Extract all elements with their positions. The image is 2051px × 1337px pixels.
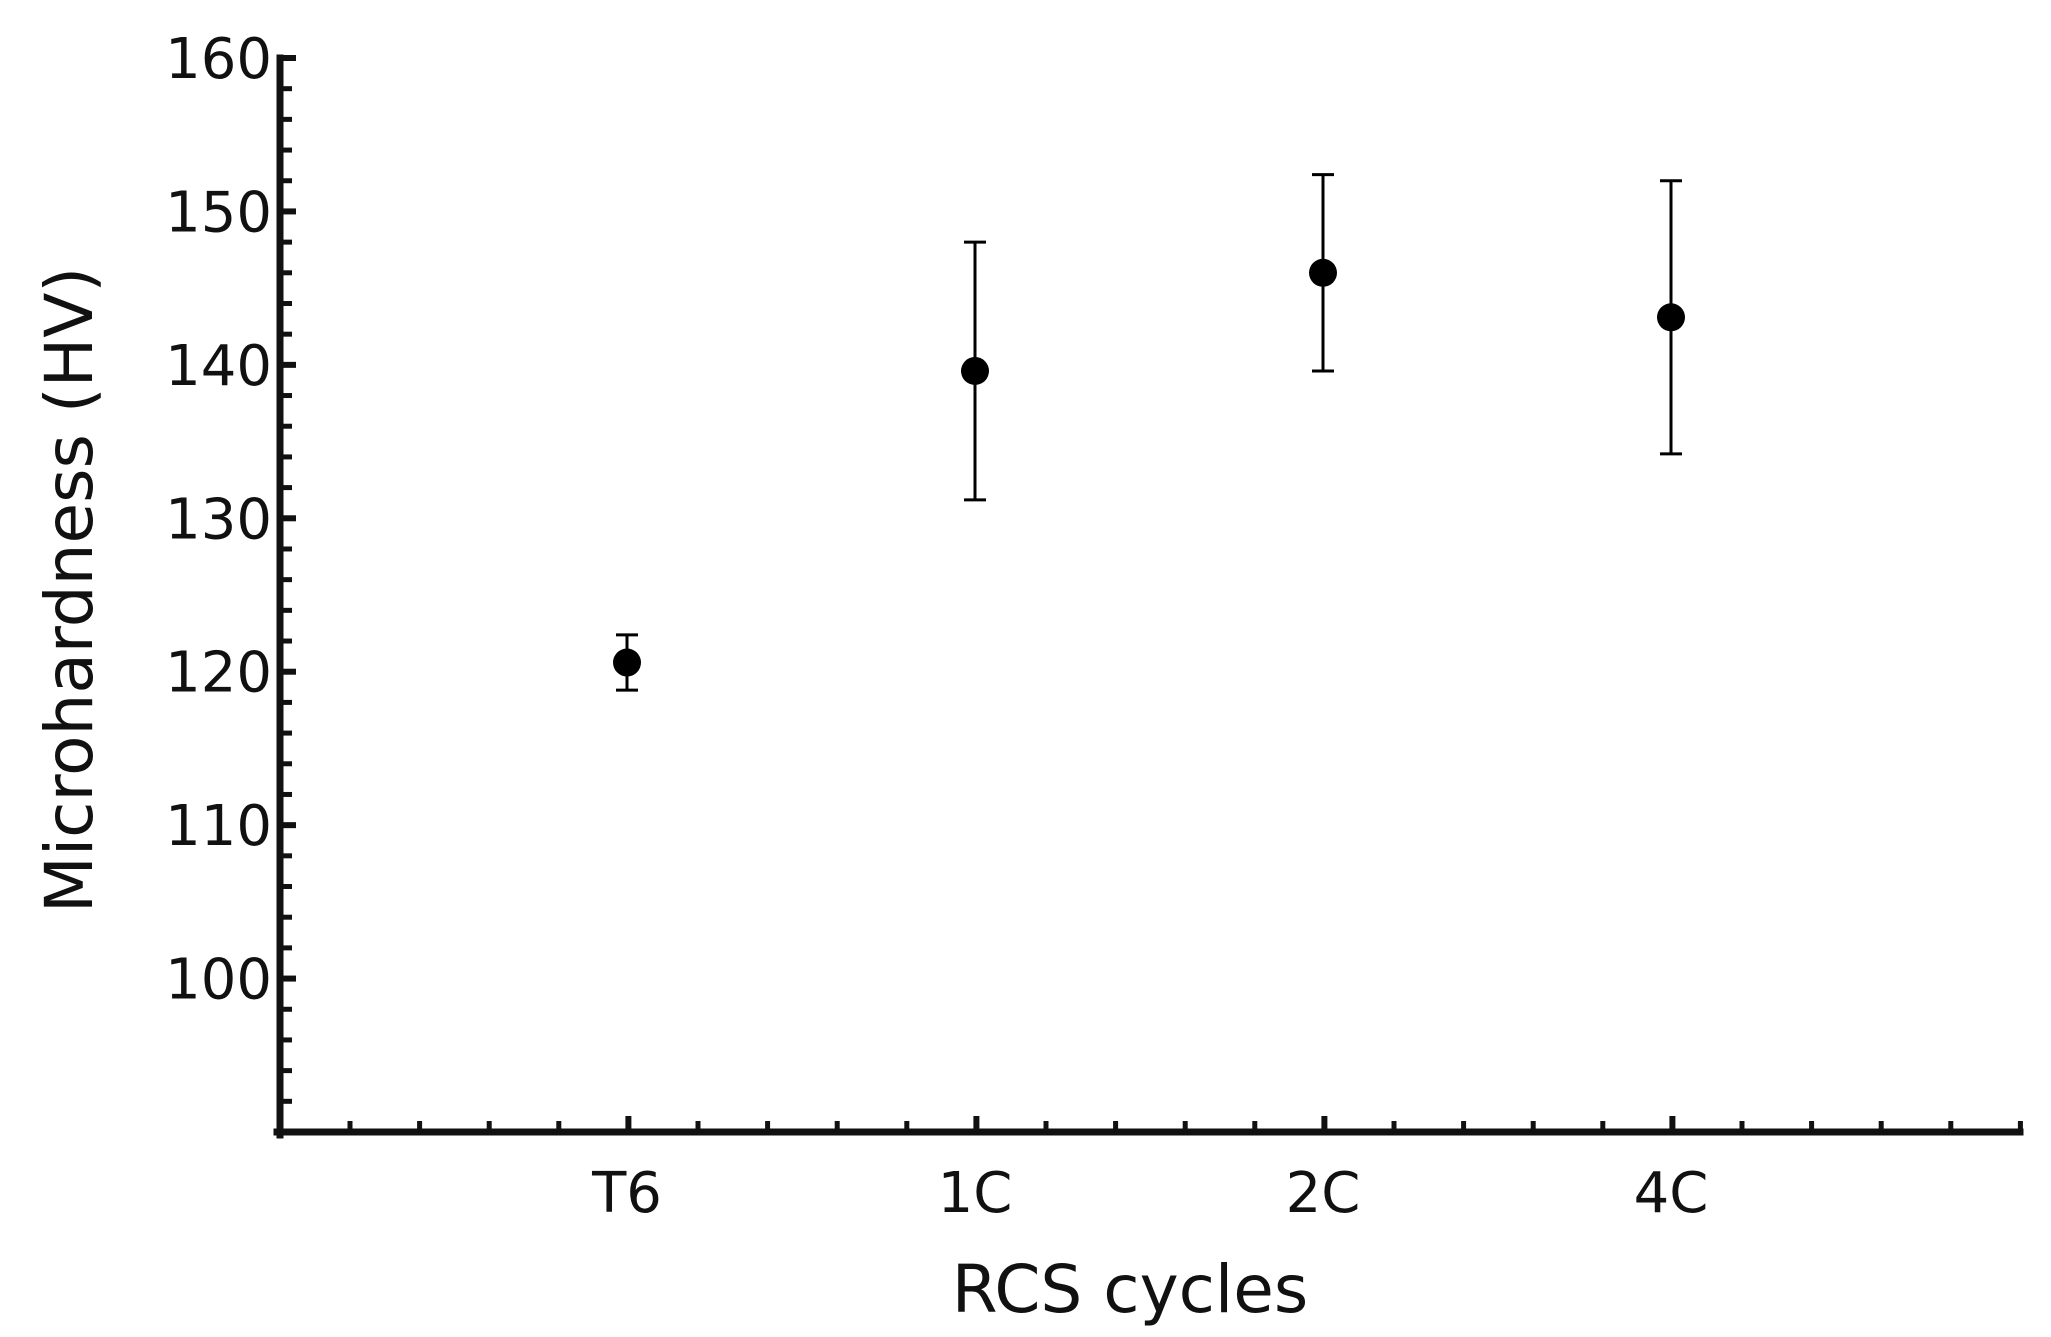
x-tick-label: 4C	[1634, 1161, 1709, 1226]
x-tick-labels: T6 1C 2C 4C	[591, 1161, 1708, 1226]
x-tick-label: 1C	[938, 1161, 1013, 1226]
y-tick-label: 150	[165, 180, 272, 245]
data-point	[1657, 303, 1685, 332]
data-point	[961, 356, 989, 385]
y-axis-title: Microhardness (HV)	[31, 267, 108, 913]
y-tick-label: 110	[165, 794, 272, 859]
y-tick-label: 120	[165, 641, 272, 706]
x-tick-label: 2C	[1286, 1161, 1361, 1226]
x-axis-title: RCS cycles	[952, 1251, 1309, 1328]
axes	[273, 54, 2024, 1139]
error-bars	[616, 173, 1682, 692]
data-point	[1309, 258, 1337, 287]
y-tick-label: 130	[165, 487, 272, 552]
data-point	[613, 648, 641, 677]
x-tick-label: T6	[591, 1161, 662, 1226]
y-tick-label: 160	[165, 27, 272, 92]
data-points	[613, 258, 1685, 677]
y-tick-labels: 100 110 120 130 140 150 160	[165, 27, 272, 1013]
y-tick-label: 140	[165, 334, 272, 399]
tick-marks	[280, 55, 2023, 1132]
y-tick-label: 100	[165, 948, 272, 1013]
